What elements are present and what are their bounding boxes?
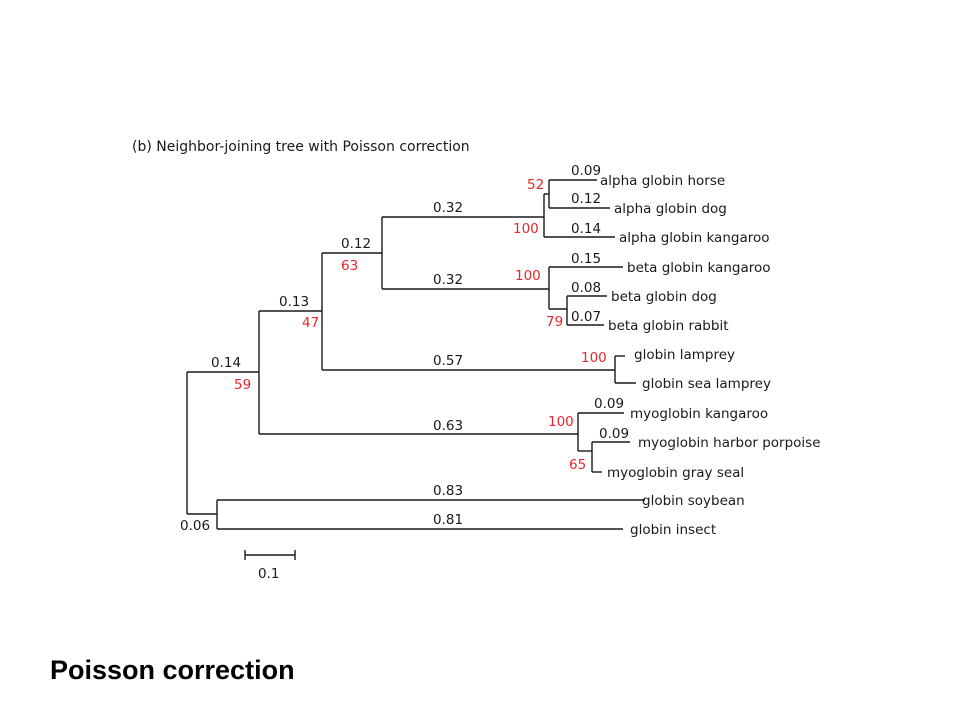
leaf-label: globin sea lamprey xyxy=(642,376,771,392)
bootstrap-value: 79 xyxy=(546,314,563,330)
branch-length-label: 0.12 xyxy=(341,236,371,252)
branch-length-label: 0.14 xyxy=(571,221,601,237)
branch-length-label: 0.15 xyxy=(571,251,601,267)
branch-length-label: 0.57 xyxy=(433,353,463,369)
branch-length-label: 0.13 xyxy=(279,294,309,310)
branch-length-label: 0.32 xyxy=(433,272,463,288)
bootstrap-value: 59 xyxy=(234,377,251,393)
bootstrap-value: 63 xyxy=(341,258,358,274)
bootstrap-value: 65 xyxy=(569,457,586,473)
branch-length-label: 0.09 xyxy=(599,426,629,442)
scale-bar: 0.1 xyxy=(244,550,296,582)
leaf-label: beta globin kangaroo xyxy=(627,260,771,276)
bootstrap-value: 100 xyxy=(548,414,574,430)
leaf-label: alpha globin horse xyxy=(600,173,725,189)
branch-length-label: 0.09 xyxy=(571,163,601,179)
bootstrap-value: 52 xyxy=(527,177,544,193)
leaf-label: beta globin dog xyxy=(611,289,717,305)
branch-length-label: 0.32 xyxy=(433,200,463,216)
branch-length-label: 0.09 xyxy=(594,396,624,412)
branch-length-label: 0.83 xyxy=(433,483,463,499)
scale-bar-label: 0.1 xyxy=(258,566,279,582)
bootstrap-value: 100 xyxy=(515,268,541,284)
branch-length-label: 0.12 xyxy=(571,191,601,207)
bootstrap-value: 100 xyxy=(581,350,607,366)
leaf-label: globin insect xyxy=(630,522,716,538)
leaf-label: globin soybean xyxy=(642,493,745,509)
leaf-label: alpha globin dog xyxy=(614,201,727,217)
leaf-label: myoglobin harbor porpoise xyxy=(638,435,821,451)
bootstrap-value: 47 xyxy=(302,315,319,331)
branch-length-label: 0.14 xyxy=(211,355,241,371)
slide-caption: Poisson correction xyxy=(50,655,295,685)
leaf-label: myoglobin kangaroo xyxy=(630,406,768,422)
branch-length-label: 0.07 xyxy=(571,309,601,325)
tree-title: (b) Neighbor-joining tree with Poisson c… xyxy=(132,139,470,155)
branch-length-label: 0.81 xyxy=(433,512,463,528)
leaf-label: alpha globin kangaroo xyxy=(619,230,769,246)
leaf-label: beta globin rabbit xyxy=(608,318,729,334)
leaf-label: globin lamprey xyxy=(634,347,735,363)
branch-length-label: 0.06 xyxy=(180,518,210,534)
branch-length-label: 0.08 xyxy=(571,280,601,296)
leaf-label: myoglobin gray seal xyxy=(607,465,744,481)
branch-length-label: 0.63 xyxy=(433,418,463,434)
bootstrap-value: 100 xyxy=(513,221,539,237)
